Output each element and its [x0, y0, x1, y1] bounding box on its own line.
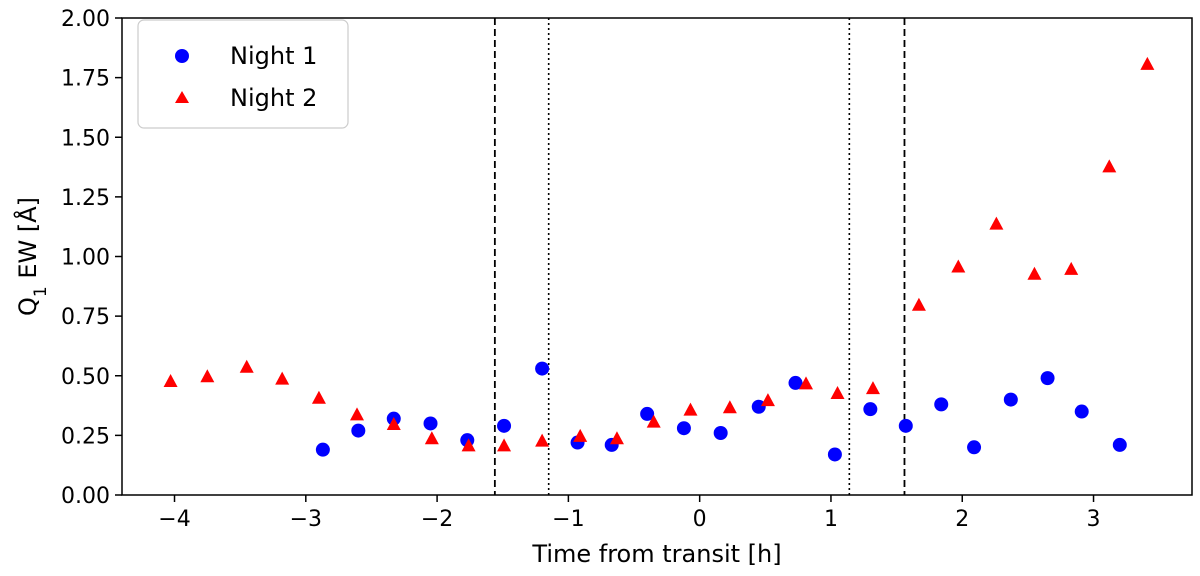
- x-tick-label: 1: [824, 507, 838, 532]
- x-tick-label: −2: [421, 507, 453, 532]
- legend-box: [137, 19, 349, 129]
- night-1-point: [863, 402, 878, 417]
- y-axis-label-subscript: 1: [31, 286, 51, 297]
- night-1-point: [788, 375, 803, 390]
- data-points: [163, 56, 1155, 462]
- night-2-point: [722, 400, 737, 414]
- y-tick-label: 1.75: [61, 67, 110, 92]
- night-1-point: [827, 447, 842, 462]
- night-2-point: [1102, 159, 1117, 173]
- night-1-point: [751, 399, 766, 414]
- night-2-point: [911, 297, 926, 311]
- night-1-point: [676, 421, 691, 436]
- legend-marker-night-2: [175, 91, 189, 103]
- night-1-point: [1003, 392, 1018, 407]
- x-tick-label: −3: [290, 507, 322, 532]
- legend-label-night-1: Night 1: [230, 42, 317, 70]
- night-2-point: [951, 259, 966, 273]
- y-tick-label: 2.00: [61, 7, 110, 32]
- axis-ticks: −4 −3 −2 −1 0 1 2 3 0.00 0.25 0.50 0.75 1.00 1.25 1.50…: [61, 7, 1101, 532]
- night-1-point: [1040, 371, 1055, 386]
- transit-reference-lines: [493, 18, 906, 495]
- x-tick-label: 0: [693, 507, 707, 532]
- night-2-point: [275, 371, 290, 385]
- night-2-point: [989, 216, 1004, 230]
- x-axis-label: Time from transit [h]: [531, 540, 781, 568]
- legend: Night 1 Night 2: [137, 19, 349, 129]
- night-2-point: [163, 374, 178, 388]
- y-tick-label: 0.75: [61, 305, 110, 330]
- y-tick-label: 0.25: [61, 424, 110, 449]
- night-2-point: [573, 428, 588, 442]
- night-1-point: [1112, 437, 1127, 452]
- night-2-point: [683, 402, 698, 416]
- night-1-point: [315, 442, 330, 457]
- night-2-point: [799, 376, 814, 390]
- night-2-point: [239, 359, 254, 373]
- night-2-point: [830, 385, 845, 399]
- night-1-point: [1074, 404, 1089, 419]
- night-2-point: [609, 431, 624, 445]
- night-1-point: [898, 418, 913, 433]
- x-tick-label: 3: [1087, 507, 1101, 532]
- night-1-point: [967, 440, 982, 455]
- night-2-point: [350, 407, 365, 421]
- night-2-point: [535, 433, 550, 447]
- y-axis-label-main: Q: [14, 297, 42, 316]
- plot-frame: [121, 17, 1193, 496]
- night-1-point: [640, 406, 655, 421]
- night-2-point: [1027, 266, 1042, 280]
- night-2-point: [1064, 261, 1079, 275]
- night-2-point: [497, 438, 512, 452]
- y-tick-label: 0.00: [61, 484, 110, 509]
- night-1-point: [713, 425, 728, 440]
- night-2-point: [311, 390, 326, 404]
- night-2-point: [200, 369, 215, 383]
- night-1-point: [423, 416, 438, 431]
- night-2-point: [1140, 56, 1155, 70]
- y-tick-label: 1.50: [61, 126, 110, 151]
- night-2-point: [865, 381, 880, 395]
- night-2-point: [461, 438, 476, 452]
- night-1-point: [497, 418, 512, 433]
- night-2-point: [760, 393, 775, 407]
- legend-marker-night-1: [175, 49, 189, 63]
- legend-label-night-2: Night 2: [230, 84, 317, 112]
- x-tick-label: −4: [158, 507, 190, 532]
- x-tick-label: 2: [955, 507, 969, 532]
- night-1-point: [934, 397, 949, 412]
- y-tick-label: 1.00: [61, 246, 110, 271]
- night-2-point: [424, 431, 439, 445]
- night-1-point: [535, 361, 550, 376]
- y-axis-label-rest: EW [Å]: [13, 197, 42, 286]
- night-1-point: [351, 423, 366, 438]
- y-axis-label: Q1 EW [Å]: [13, 197, 51, 316]
- x-tick-label: −1: [552, 507, 584, 532]
- night-2-point: [646, 414, 661, 428]
- y-tick-label: 0.50: [61, 365, 110, 390]
- y-tick-label: 1.25: [61, 186, 110, 211]
- night-2-point: [386, 416, 401, 430]
